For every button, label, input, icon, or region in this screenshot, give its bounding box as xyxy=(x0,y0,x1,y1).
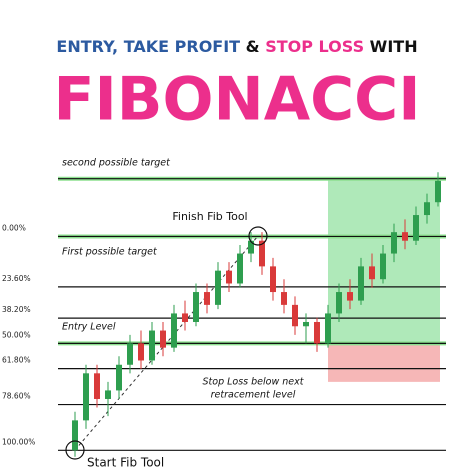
header: ENTRY, TAKE PROFIT & STOP LOSS WITH xyxy=(56,37,417,56)
candle-body xyxy=(204,292,210,305)
annotation: retracement level xyxy=(211,390,296,401)
candle-body xyxy=(72,420,78,451)
candle-body xyxy=(182,313,188,322)
finish-circle xyxy=(248,226,268,246)
candle-body xyxy=(193,292,199,322)
level-label: 61.80% xyxy=(2,356,31,365)
candle-body xyxy=(160,330,166,348)
annotation: First possible target xyxy=(62,247,158,258)
header-part: WITH xyxy=(370,37,418,56)
candle-body xyxy=(259,240,265,267)
candle-body xyxy=(336,292,342,314)
zone xyxy=(328,343,440,382)
level-label: 78.60% xyxy=(2,392,31,401)
candle-body xyxy=(116,364,122,391)
candle-body xyxy=(149,330,155,361)
level-label: 100.00% xyxy=(2,437,35,446)
header-part: & xyxy=(246,37,260,56)
candle-body xyxy=(424,202,430,216)
candle-body xyxy=(138,343,144,361)
level-label: 0.00% xyxy=(2,223,26,232)
annotation: Finish Fib Tool xyxy=(172,210,247,223)
candle-body xyxy=(314,321,320,344)
candle-body xyxy=(369,266,375,280)
candle-body xyxy=(171,313,177,348)
candle-body xyxy=(281,292,287,305)
candle-body xyxy=(237,253,243,284)
annotation: second possible target xyxy=(62,158,171,169)
candle-body xyxy=(391,232,397,254)
annotation: Start Fib Tool xyxy=(87,456,164,470)
candle-body xyxy=(402,232,408,241)
start-circle xyxy=(65,440,85,460)
header-part: ENTRY, TAKE PROFIT xyxy=(56,37,240,56)
candle-body xyxy=(303,321,309,327)
candle-body xyxy=(292,304,298,327)
annotation: Entry Level xyxy=(62,322,116,333)
header-part: STOP LOSS xyxy=(265,37,364,56)
candle-body xyxy=(215,270,221,305)
candle-body xyxy=(325,313,331,344)
candle-body xyxy=(226,270,232,284)
candle-body xyxy=(413,215,419,241)
candle-body xyxy=(358,266,364,301)
candle-body xyxy=(270,266,276,293)
levels: 0.00% 23.60% 38.20% 50.00% 61.80% 78.60% 100.0… xyxy=(2,176,446,451)
candle-body xyxy=(83,373,89,421)
candle-body xyxy=(248,240,254,254)
level-label: 50.00% xyxy=(2,330,31,339)
candle-body xyxy=(105,390,111,399)
level-label: 38.20% xyxy=(2,305,31,314)
zones xyxy=(328,178,440,382)
level-label: 23.60% xyxy=(2,274,31,283)
candles xyxy=(72,172,441,457)
candle-body xyxy=(380,253,386,280)
candle-body xyxy=(347,292,353,301)
candle-body xyxy=(435,180,441,203)
candle-body xyxy=(127,343,133,365)
title: FIBONACCI xyxy=(53,65,420,135)
candle-body xyxy=(94,373,100,399)
annotation: Stop Loss below next xyxy=(203,377,305,388)
